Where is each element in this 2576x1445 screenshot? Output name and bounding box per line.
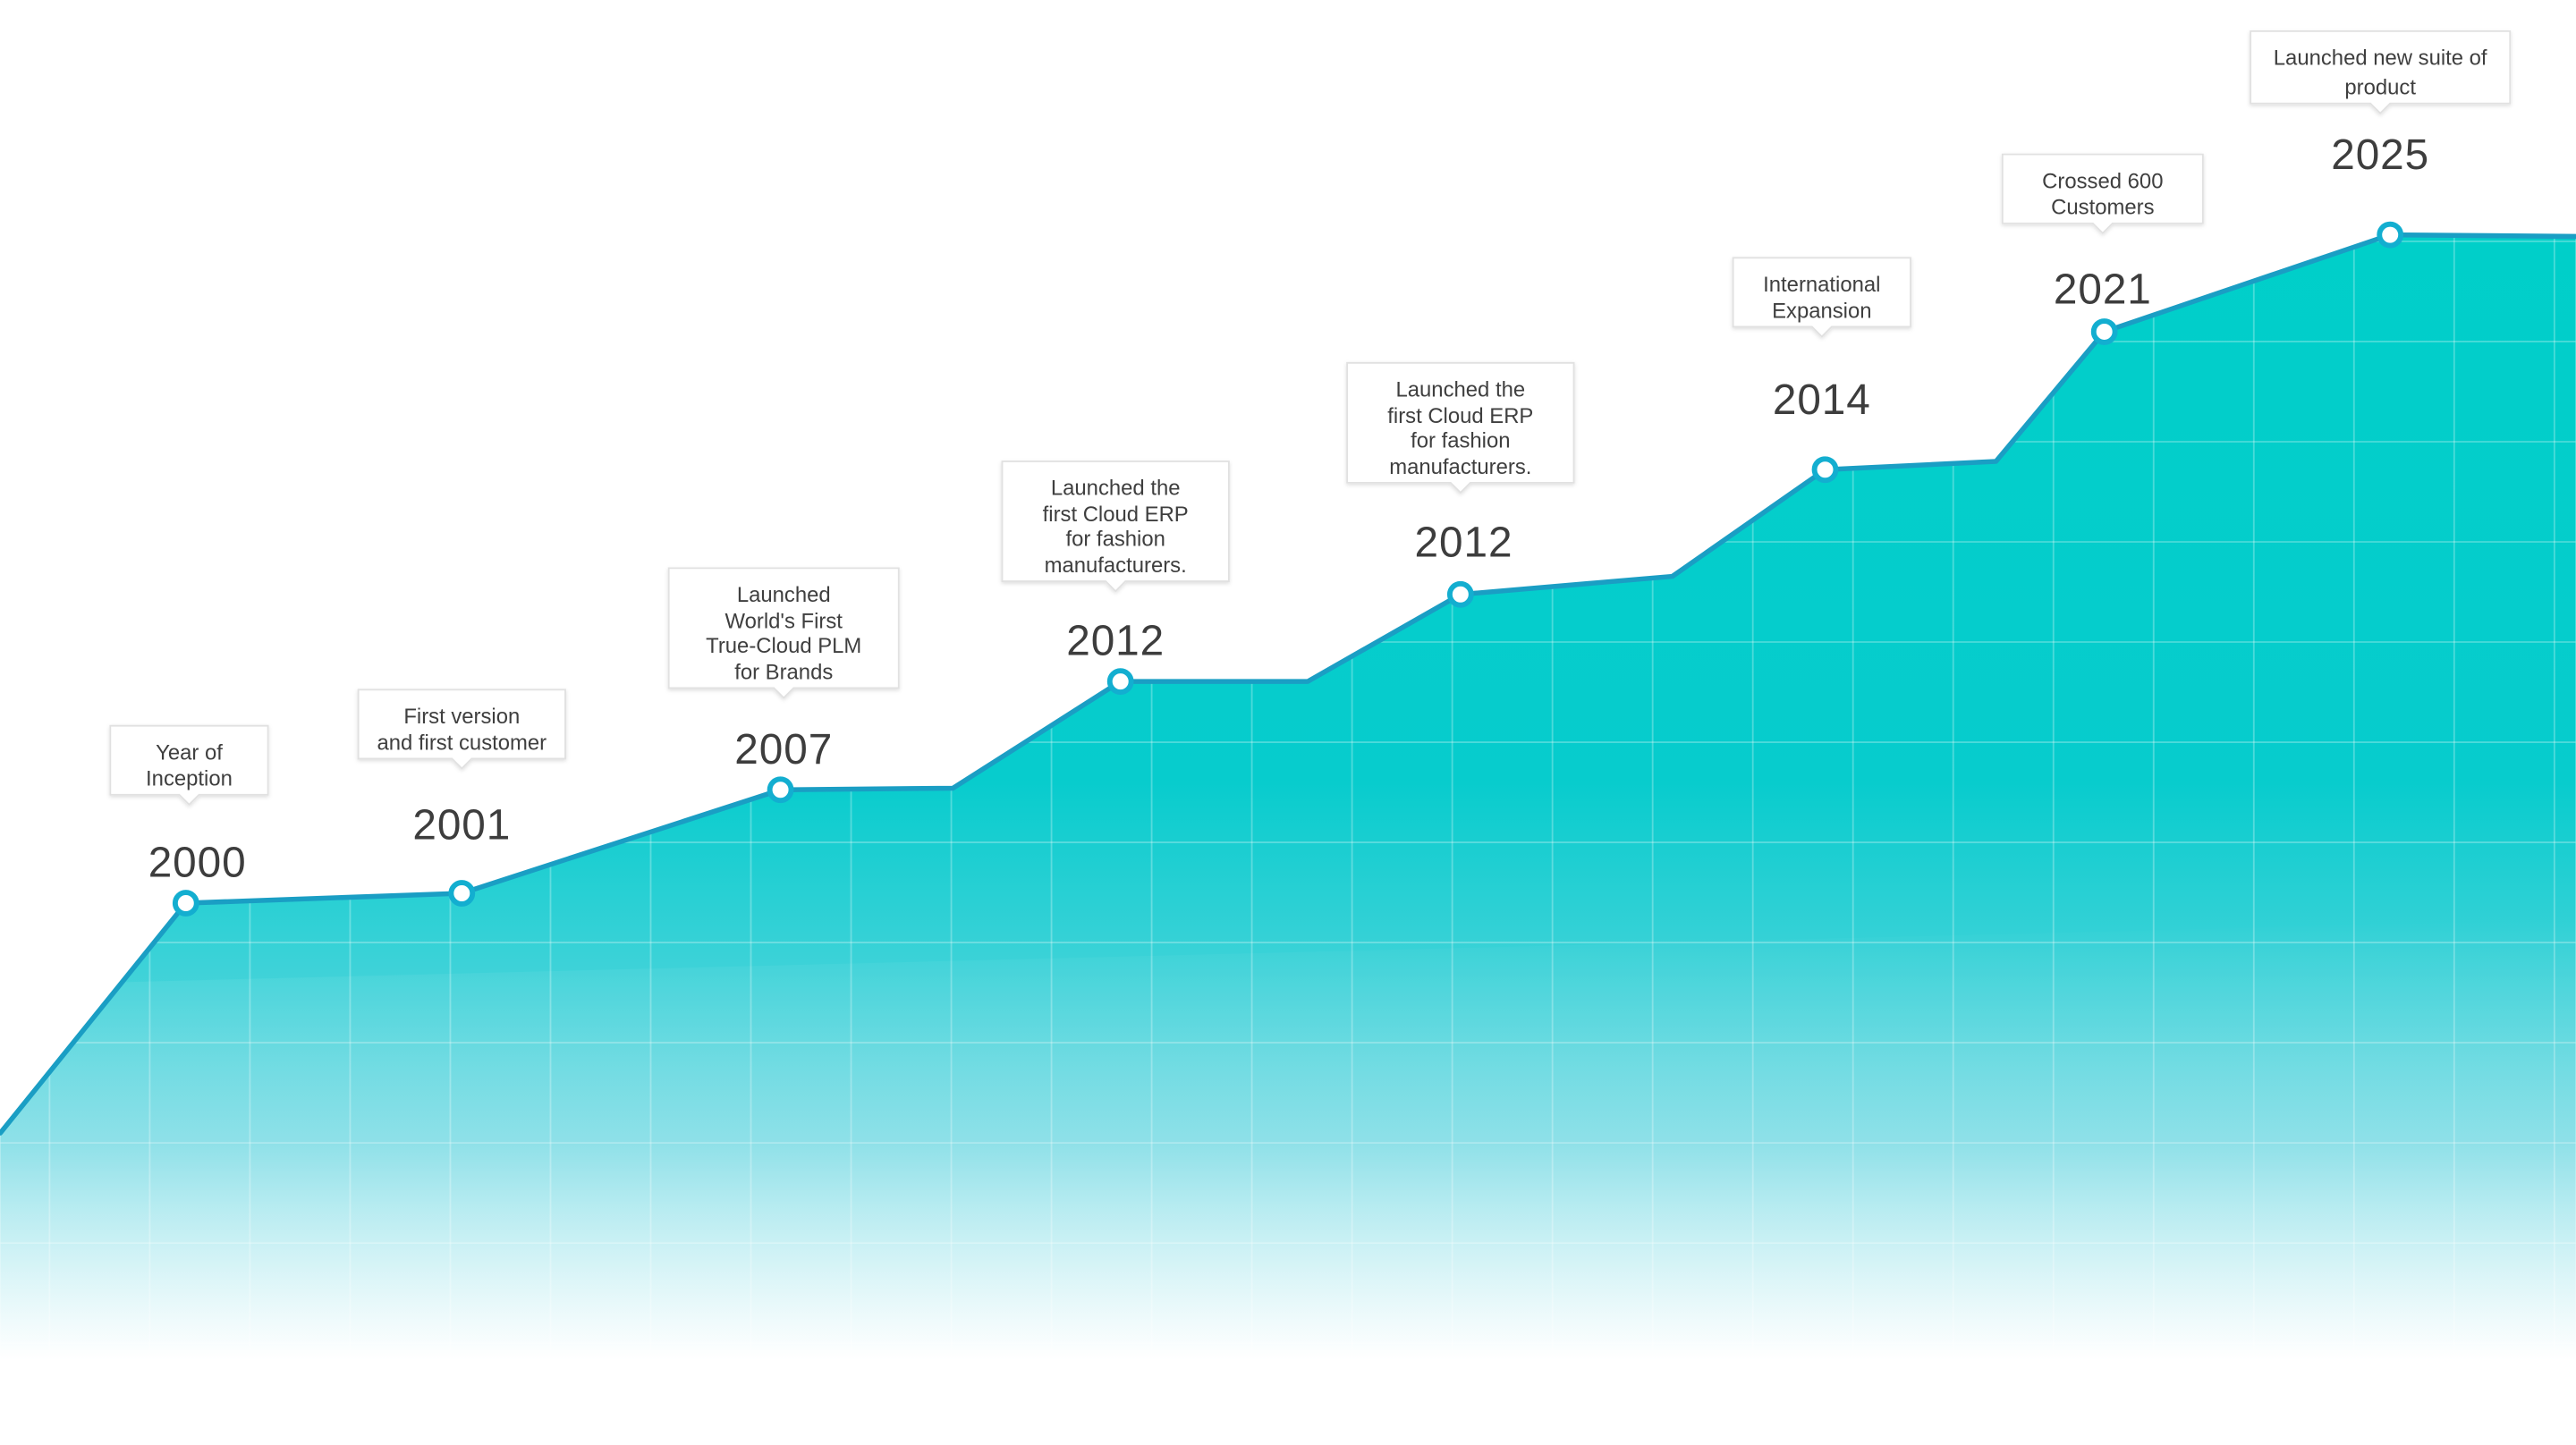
milestone-marker [1106, 668, 1134, 695]
milestone-note-line: Launched the [1051, 477, 1181, 501]
milestone-note-line: and first customer [377, 731, 547, 755]
milestone-callout-box [1346, 361, 1575, 494]
milestone-note-line: Launched [737, 583, 831, 607]
milestone-marker [767, 776, 794, 804]
milestone-year-label: 2012 [1066, 618, 1165, 665]
milestone-marker [172, 890, 199, 917]
milestone-note-line: first Cloud ERP [1043, 503, 1189, 527]
milestone-callout-box [2001, 153, 2204, 235]
milestone-marker [2377, 221, 2404, 249]
milestone-note-line: Expansion [1772, 299, 1871, 323]
milestone-callout-box [1001, 461, 1230, 593]
milestone-note-line: World's First [725, 609, 843, 633]
milestone-7: Launched new suite of product 2025 [2250, 30, 2512, 179]
milestone-6: Crossed 600 Customers 2021 [2001, 153, 2204, 314]
milestone-marker [1811, 456, 1839, 484]
milestone-marker [2090, 318, 2118, 345]
milestone-note-line: Year of [156, 740, 223, 765]
milestone-year-label: 2001 [412, 801, 511, 849]
milestone-note-line: Launched new suite of [2274, 46, 2487, 71]
milestone-note-line: product [2344, 76, 2416, 100]
milestone-callout-box [357, 689, 566, 770]
milestone-markers [172, 221, 2404, 917]
milestone-note-line: Launched the [1396, 377, 1526, 401]
milestone-note-line: Customers [2051, 196, 2154, 220]
milestone-note-line: for Brands [734, 660, 833, 684]
milestone-note-line: manufacturers. [1045, 553, 1187, 578]
milestone-year-label: 2014 [1773, 376, 1871, 424]
milestone-year-label: 2000 [148, 840, 247, 887]
milestone-callout-box [667, 567, 900, 699]
milestone-marker [1446, 580, 1474, 608]
milestone-note-line: for fashion [1065, 528, 1165, 552]
milestone-note-line: First version [403, 705, 520, 729]
milestone-callout-box [2250, 30, 2512, 115]
milestone-note-line: International [1763, 273, 1880, 297]
milestone-note-line: True-Cloud PLM [706, 634, 861, 658]
milestone-year-label: 2007 [734, 726, 833, 773]
milestone-callout-box [109, 724, 269, 807]
milestone-callout-box [1732, 257, 1911, 338]
milestone-marker [448, 880, 476, 907]
milestone-year-label: 2025 [2331, 131, 2429, 179]
milestone-year-label: 2012 [1415, 520, 1513, 567]
series-line [0, 232, 2576, 1136]
area-bottom-fade [0, 919, 2576, 1445]
milestone-year-label: 2021 [2054, 266, 2152, 314]
milestone-note-line: Crossed 600 [2042, 169, 2163, 193]
milestone-note-line: for fashion [1411, 428, 1510, 452]
milestone-note-line: manufacturers. [1389, 455, 1531, 479]
milestone-note-line: Inception [146, 767, 233, 791]
milestone-note-line: first Cloud ERP [1387, 404, 1533, 428]
